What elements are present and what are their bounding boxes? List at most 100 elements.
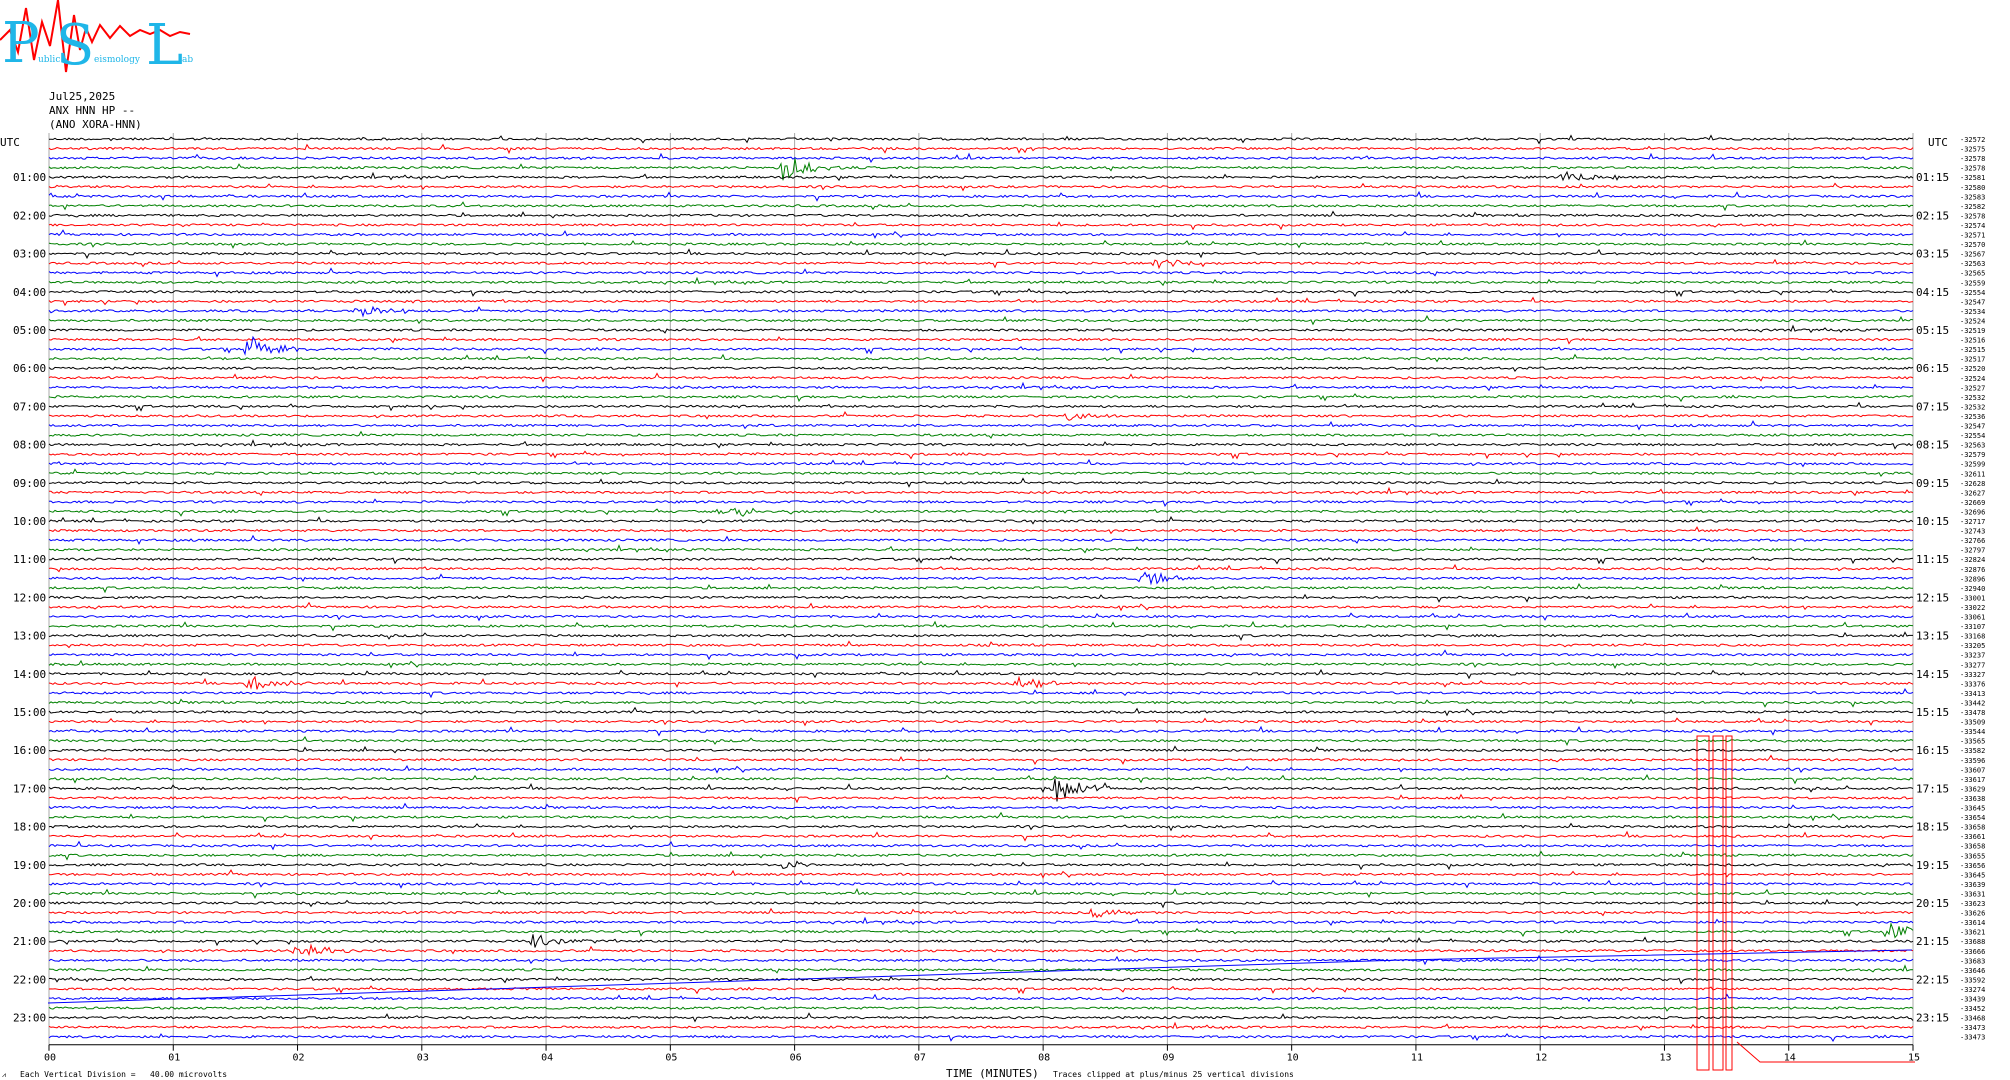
line-value: -33473	[1960, 1024, 1985, 1032]
line-value: -32579	[1960, 451, 1985, 459]
hour-label-left: 12:00	[13, 591, 46, 604]
line-value: -32578	[1960, 155, 1985, 163]
trace-line	[49, 486, 1914, 497]
line-value: -33656	[1960, 862, 1985, 870]
trace-line	[48, 210, 1914, 219]
hour-label-left: 23:00	[13, 1012, 46, 1025]
line-value: -33607	[1960, 766, 1985, 774]
trace-line	[48, 267, 1914, 278]
trace-line	[48, 450, 1914, 460]
trace-line	[48, 993, 1913, 1003]
line-value: -33413	[1960, 690, 1985, 698]
hour-label-left: 01:00	[13, 171, 46, 184]
line-value: -32559	[1960, 279, 1985, 287]
hour-label-right: 15:15	[1916, 706, 1949, 719]
line-value: -32580	[1960, 184, 1985, 192]
left-utc-labels: 01:00 02:00 03:00 04:00 05:00 06:00 07:00 08:00…	[13, 171, 46, 1024]
trace-line	[48, 620, 1914, 632]
x-tick-label: 06	[790, 1053, 802, 1064]
hour-label-right: 01:15	[1916, 171, 1949, 184]
line-value: -32575	[1960, 146, 1985, 154]
line-value: -33638	[1960, 795, 1985, 803]
hour-label-right: 23:15	[1916, 1012, 1949, 1025]
hour-label-left: 15:00	[13, 706, 46, 719]
trace-line	[48, 555, 1914, 565]
trace-line	[48, 879, 1914, 889]
line-value: -32611	[1960, 470, 1985, 478]
line-value: -33274	[1960, 986, 1985, 994]
line-value: -33565	[1960, 738, 1985, 746]
line-value: -32515	[1960, 346, 1985, 354]
trace-line	[48, 802, 1914, 810]
trace-line	[48, 675, 1914, 690]
line-value: -32628	[1960, 480, 1985, 488]
trace-line	[48, 778, 1914, 802]
line-value: -33439	[1960, 996, 1985, 1004]
trace-line	[48, 366, 1914, 372]
x-tick-label: 01	[168, 1053, 180, 1064]
trace-line	[48, 507, 1914, 517]
trace-line	[48, 221, 1914, 231]
trace-line	[48, 315, 1914, 326]
line-value: -32519	[1960, 327, 1985, 335]
trace-line	[48, 921, 1914, 939]
hour-label-right: 09:15	[1916, 477, 1949, 490]
date-label: Jul25,2025	[49, 90, 116, 103]
hour-label-right: 07:15	[1916, 400, 1949, 413]
trace-line	[48, 477, 1914, 488]
trace-line	[48, 248, 1914, 260]
trace-line	[48, 822, 1914, 832]
line-value: -33277	[1960, 661, 1985, 669]
line-value: -32563	[1960, 442, 1985, 450]
trace-line	[48, 296, 1914, 307]
trace-line	[48, 258, 1914, 270]
hour-label-right: 19:15	[1916, 859, 1949, 872]
line-value: -33478	[1960, 709, 1985, 717]
line-value: -33645	[1960, 805, 1985, 813]
hour-label-left: 18:00	[13, 821, 46, 834]
trace-line	[48, 288, 1914, 298]
trace-line	[48, 544, 1914, 554]
trace-line	[48, 1033, 1913, 1042]
line-value: -32797	[1960, 547, 1985, 555]
network-label: (ANO XORA-HNN)	[49, 118, 142, 131]
line-value: -32583	[1960, 193, 1985, 201]
line-value: -33626	[1960, 910, 1985, 918]
line-value: -33452	[1960, 1005, 1985, 1013]
clip-marker	[1725, 735, 1733, 1071]
hour-label-left: 07:00	[13, 400, 46, 413]
line-value: -33582	[1960, 747, 1985, 755]
hour-label-left: 16:00	[13, 744, 46, 757]
trace-line	[48, 571, 1914, 586]
line-value: -32627	[1960, 489, 1985, 497]
trace-line	[48, 934, 1914, 948]
trace-line	[48, 774, 1914, 785]
hour-label-right: 06:15	[1916, 362, 1949, 375]
hour-label-left: 08:00	[13, 439, 46, 452]
trace-line	[49, 134, 1914, 145]
hour-label-right: 21:15	[1916, 935, 1949, 948]
line-value: -32547	[1960, 423, 1985, 431]
hour-label-right: 20:15	[1916, 897, 1949, 910]
line-value: -32571	[1960, 232, 1985, 240]
trace-line	[48, 381, 1914, 392]
line-value: -32563	[1960, 260, 1985, 268]
hour-label-right: 13:15	[1916, 630, 1949, 643]
trace-line	[48, 335, 1914, 356]
trace-line	[48, 526, 1914, 535]
line-value: -33645	[1960, 871, 1985, 879]
trace-line	[48, 143, 1914, 155]
trace-line	[48, 516, 1914, 525]
trace-line	[48, 649, 1914, 661]
line-value: -33596	[1960, 757, 1985, 765]
x-tick-label: 02	[293, 1053, 305, 1064]
line-value: -33168	[1960, 633, 1985, 641]
trace-line	[48, 811, 1914, 823]
trace-line	[48, 229, 1914, 239]
line-value: -32517	[1960, 356, 1985, 364]
hour-label-left: 11:00	[13, 553, 46, 566]
line-value: -33592	[1960, 976, 1985, 984]
line-value: -32527	[1960, 384, 1985, 392]
line-value: -33001	[1960, 594, 1985, 602]
